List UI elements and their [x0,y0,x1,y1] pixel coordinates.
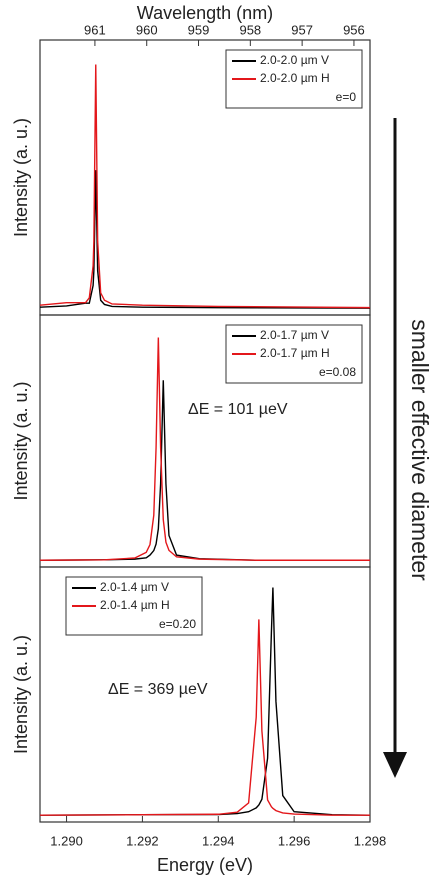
series-line [39,619,370,816]
legend-note: e=0.08 [319,365,356,379]
series-line [39,64,371,309]
x-tick-label: 1.290 [50,833,83,848]
annotation: ΔE = 101 µeV [188,401,288,418]
x2-tick-label: 959 [188,22,210,37]
x-tick-label: 1.296 [278,833,311,848]
legend-note: e=0.20 [159,617,196,631]
arrow-head [383,752,407,778]
legend-label: 2.0-2.0 µm H [260,71,330,85]
series-line [39,170,371,309]
legend-note: e=0 [336,90,357,104]
legend-label: 2.0-1.4 µm V [100,580,169,594]
annotation: ΔE = 369 µeV [108,681,208,698]
x2-tick-label: 956 [343,22,365,37]
x2-tick-label: 958 [239,22,261,37]
x-tick-label: 1.298 [354,833,387,848]
plot-frame [39,566,371,823]
x2-axis-label: Wavelength (nm) [137,3,273,23]
x-tick-label: 1.294 [202,833,235,848]
series-line [39,380,370,561]
x2-tick-label: 957 [291,22,313,37]
series-line [39,337,370,561]
legend-label: 2.0-2.0 µm V [260,53,329,67]
legend-label: 2.0-1.7 µm H [260,346,330,360]
y-axis-label: Intensity (a. u.) [11,381,31,500]
legend-label: 2.0-1.4 µm H [100,598,170,612]
y-axis-label: Intensity (a. u.) [11,635,31,754]
x-tick-label: 1.292 [126,833,159,848]
x2-tick-label: 961 [84,22,106,37]
legend-label: 2.0-1.7 µm V [260,328,329,342]
series-line [39,587,371,816]
y-axis-label: Intensity (a. u.) [11,118,31,237]
side-label: smaller effective diameter [407,319,433,581]
x2-tick-label: 960 [136,22,158,37]
x-axis-label: Energy (eV) [157,855,253,875]
